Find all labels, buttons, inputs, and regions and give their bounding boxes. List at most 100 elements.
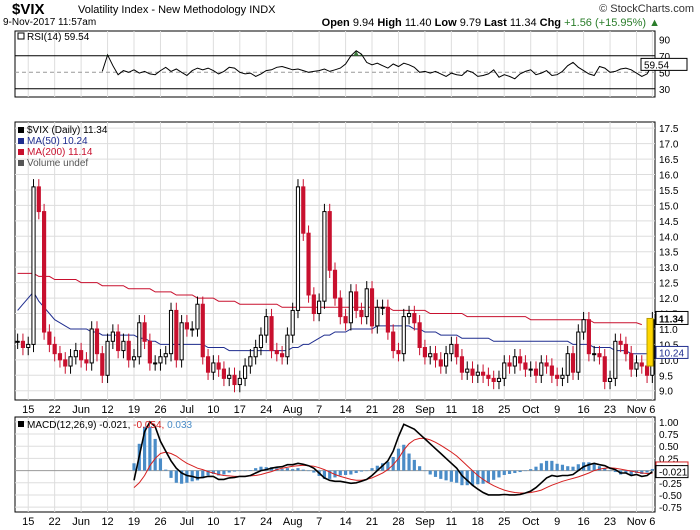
macd-histogram-bar (180, 470, 184, 484)
price-x-tick-label: 9 (554, 404, 560, 416)
price-y-tick-label: 9.0 (659, 387, 673, 398)
macd-y-tick-label: 0.25 (659, 454, 679, 465)
macd-histogram-bar (259, 466, 263, 471)
candle-body (607, 377, 613, 382)
macd-histogram-bar (428, 470, 432, 475)
macd-histogram-bar (518, 470, 522, 473)
last-price-box (655, 310, 689, 325)
macd-histogram-bar (148, 426, 152, 471)
price-x-tick-label: 11 (446, 404, 457, 416)
candle-body (264, 316, 269, 336)
price-y-tick-label: 16.0 (659, 171, 679, 182)
macd-x-tick-label: 17 (234, 516, 246, 528)
macd-histogram-bar (629, 470, 633, 475)
candle-body (153, 362, 158, 365)
macd-x-tick-label: Nov (627, 516, 647, 528)
macd-x-tick-label: 9 (554, 516, 560, 528)
candle-body (502, 362, 507, 379)
macd-legend-swatch (18, 421, 24, 427)
macd-histogram-bar (354, 470, 358, 474)
candle-body (475, 371, 480, 376)
macd-histogram-bar (481, 470, 485, 484)
candle-body (639, 362, 644, 367)
price-x-tick-label: 17 (234, 404, 246, 416)
macd-histogram-bar (232, 470, 237, 472)
macd-histogram-bar (338, 470, 342, 476)
macd-histogram-bar (603, 468, 607, 471)
candle-body (576, 331, 581, 373)
candle-body (105, 340, 110, 376)
candle-body (396, 350, 401, 355)
candle-body (470, 368, 475, 376)
macd-x-tick-label: 6 (649, 516, 655, 528)
macd-histogram-bar (460, 470, 464, 486)
candle-body (137, 322, 142, 358)
candle-body (555, 374, 560, 379)
candle-body (184, 322, 189, 330)
price-y-tick-label: 15.5 (659, 186, 679, 197)
candle-body (454, 343, 459, 358)
candle-body (26, 343, 31, 348)
candle-body (200, 303, 205, 358)
candle-body (227, 374, 232, 379)
macd-x-tick-label: 14 (339, 516, 351, 528)
price-x-tick-label: Aug (283, 404, 303, 416)
price-x-tick-label: 7 (316, 404, 322, 416)
macd-histogram-bar (195, 470, 200, 481)
macd-histogram-bar (370, 468, 374, 471)
macd-histogram-bar (423, 470, 427, 472)
macd-histogram-bar (455, 470, 459, 483)
macd-x-tick-label: Sep (415, 516, 435, 528)
candle-body (443, 353, 449, 367)
macd-histogram-bar (650, 468, 654, 471)
price-x-tick-label: 28 (392, 404, 404, 416)
macd-histogram-bar (402, 444, 406, 471)
price-x-tick-label: 24 (260, 404, 272, 416)
rsi-y-tick-label: 90 (659, 35, 671, 46)
macd-histogram-bar (291, 469, 295, 471)
price-y-tick-label: 14.0 (659, 232, 679, 243)
price-x-tick-label: Oct (522, 404, 539, 416)
macd-histogram-bar (381, 463, 385, 471)
candle-body (311, 294, 316, 315)
price-x-tick-label: 19 (128, 404, 140, 416)
candle-body (242, 365, 248, 379)
candle-body (348, 291, 353, 324)
candle-body (523, 362, 528, 370)
candle-body (57, 353, 63, 361)
macd-histogram-bar (349, 470, 353, 475)
candle-body (332, 269, 338, 299)
macd-histogram-bar (328, 470, 332, 479)
price-legend: $VIX (Daily) 11.34 (27, 125, 108, 136)
rsi-legend-swatch (17, 32, 25, 40)
macd-x-tick-label: 24 (260, 516, 272, 528)
candle-body (84, 359, 89, 364)
candle-body (406, 313, 412, 318)
candle-body (158, 356, 163, 364)
candle-body (290, 309, 295, 336)
candle-body (380, 306, 385, 309)
macd-histogram-bar (645, 470, 649, 473)
price-x-tick-label: 23 (604, 404, 616, 416)
macd-x-tick-label: Jul (180, 516, 194, 528)
macd-y-tick-label: 1.00 (659, 418, 679, 429)
candle-body (491, 377, 496, 382)
macd-histogram-bar (507, 470, 512, 474)
candle-body (100, 353, 105, 376)
macd-histogram-bar (211, 470, 215, 474)
candle-body (449, 343, 454, 355)
price-x-tick-label: 26 (154, 404, 166, 416)
macd-histogram-bar (312, 470, 316, 473)
candle-body (597, 353, 602, 358)
macd-x-tick-label: 11 (446, 516, 457, 528)
candle-body (42, 211, 47, 333)
macd-histogram-bar (386, 461, 390, 471)
price-x-tick-label: Nov (627, 404, 647, 416)
candle-body (385, 306, 390, 333)
price-x-tick-label: Sep (415, 404, 435, 416)
macd-line (133, 420, 653, 496)
macd-histogram-bar (396, 448, 401, 471)
rsi-value-box (640, 57, 688, 71)
macd-histogram-bar (418, 466, 422, 471)
candle-body (401, 316, 406, 355)
